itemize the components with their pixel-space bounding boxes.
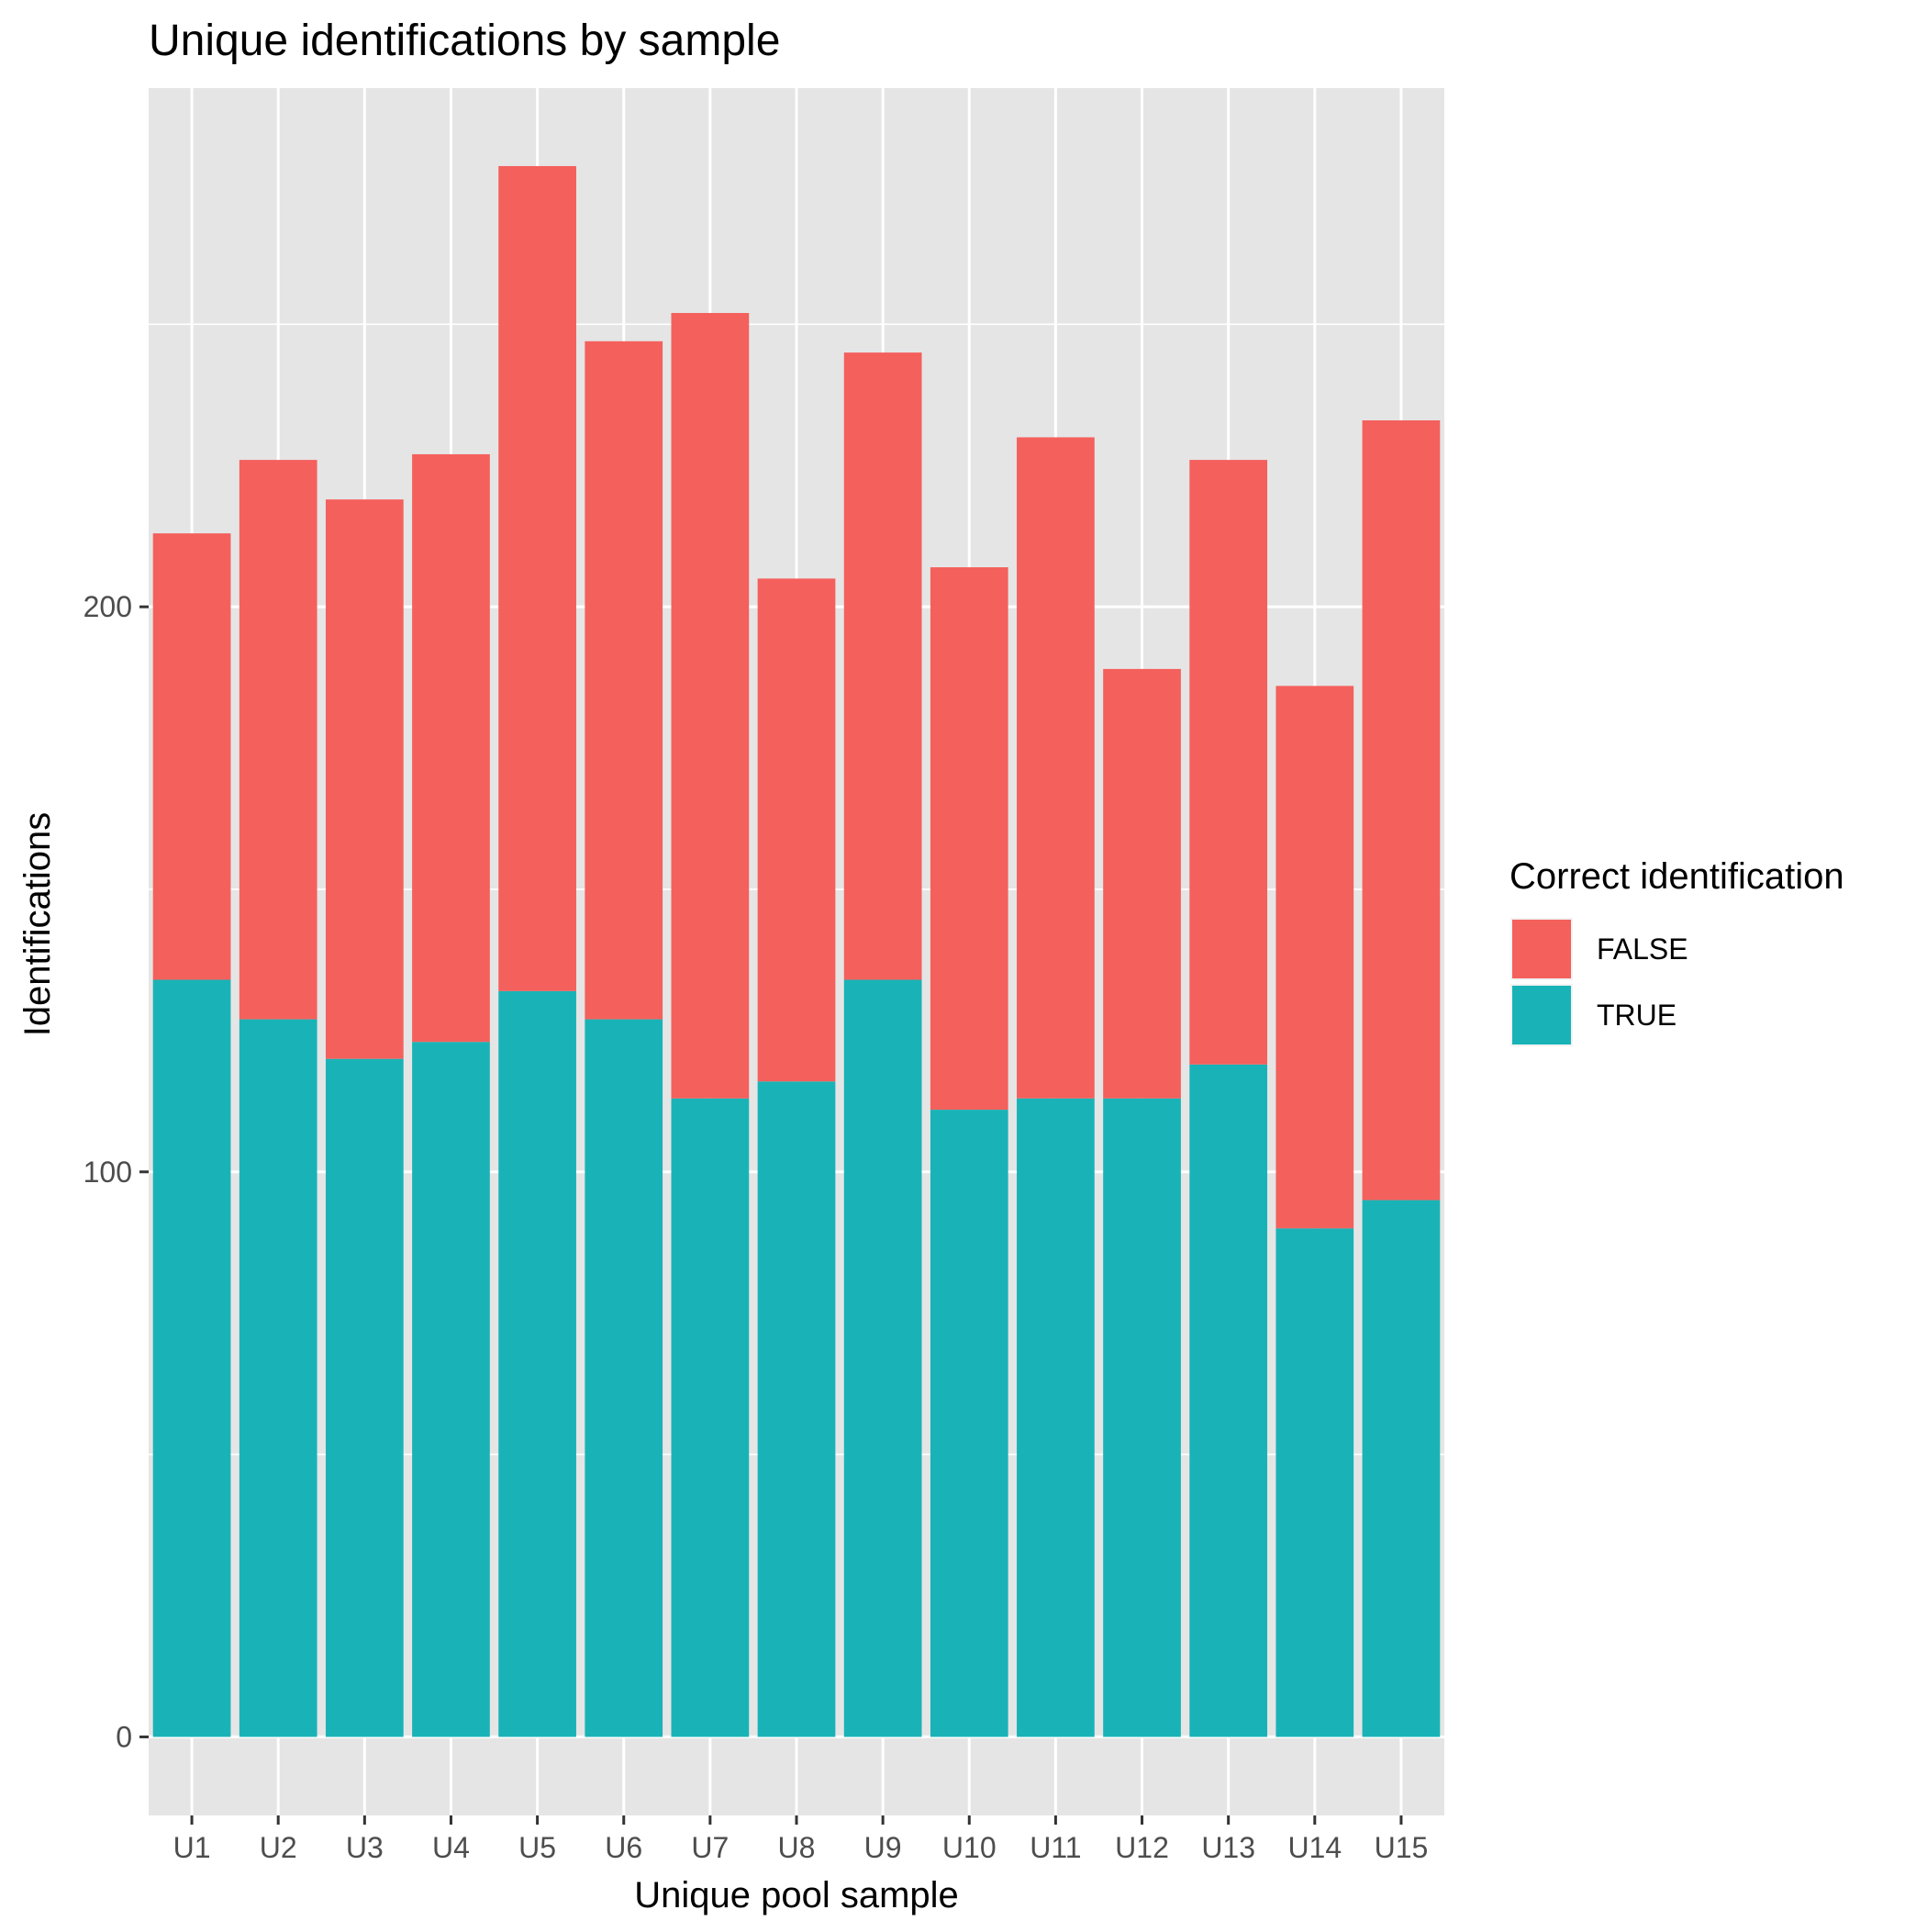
legend-label-true: TRUE: [1597, 999, 1676, 1032]
bar-false-u13: [1189, 460, 1268, 1065]
y-tick-label: 0: [116, 1720, 132, 1753]
x-tick-label: U8: [778, 1831, 816, 1864]
bar-true-u9: [843, 979, 922, 1737]
bar-true-u14: [1275, 1228, 1354, 1737]
x-tick-label: U15: [1375, 1831, 1429, 1864]
chart-title: Unique identifications by sample: [149, 17, 780, 65]
bar-false-u4: [412, 453, 490, 1043]
legend-swatch-false: [1512, 920, 1571, 978]
axes: 0 100 200 U1 U2 U3 U4 U5 U6 U7 U8 U9 U10 U11 U12 U13 U14…: [84, 590, 1429, 1864]
x-tick-label: U1: [173, 1831, 211, 1864]
bar-true-u4: [412, 1042, 490, 1737]
bar-true-u1: [152, 979, 231, 1737]
x-tick-label: U10: [942, 1831, 997, 1864]
bar-true-u7: [671, 1098, 750, 1737]
x-tick-label: U12: [1115, 1831, 1169, 1864]
bar-true-u5: [498, 990, 576, 1737]
bar-false-u6: [585, 341, 663, 1020]
bar-false-u5: [498, 165, 576, 991]
bar-true-u8: [757, 1081, 836, 1737]
y-tick-label: 200: [84, 590, 132, 623]
legend-swatch-true: [1512, 986, 1571, 1044]
y-axis-title: Identifications: [17, 812, 58, 1037]
bar-false-u7: [671, 313, 750, 1099]
bar-true-u6: [585, 1019, 663, 1737]
x-tick-label: U11: [1030, 1831, 1081, 1864]
bar-false-u8: [757, 578, 836, 1082]
x-tick-label: U6: [605, 1831, 642, 1864]
bar-false-u12: [1103, 668, 1181, 1099]
x-tick-label: U14: [1287, 1831, 1342, 1864]
x-tick-label: U7: [691, 1831, 729, 1864]
bar-false-u9: [843, 352, 922, 980]
bars: [152, 165, 1441, 1737]
x-tick-label: U5: [518, 1831, 556, 1864]
legend-items: FALSE TRUE: [1510, 918, 1688, 1046]
bar-false-u3: [325, 499, 404, 1059]
bar-true-u12: [1103, 1098, 1181, 1737]
bar-true-u10: [930, 1110, 1008, 1737]
bar-true-u3: [325, 1058, 404, 1737]
x-tick-label: U3: [346, 1831, 384, 1864]
x-tick-label: U13: [1201, 1831, 1255, 1864]
legend: Correct identification FALSE TRUE: [1509, 856, 1844, 1046]
x-tick-label: U4: [432, 1831, 470, 1864]
bar-true-u2: [239, 1019, 317, 1737]
bar-true-u15: [1362, 1200, 1441, 1737]
x-axis-title: Unique pool sample: [634, 1875, 959, 1915]
legend-label-false: FALSE: [1597, 932, 1688, 966]
y-tick-label: 100: [84, 1156, 132, 1189]
bar-false-u11: [1017, 437, 1095, 1099]
bar-false-u10: [930, 567, 1008, 1111]
legend-title: Correct identification: [1509, 856, 1844, 897]
x-tick-label: U9: [864, 1831, 902, 1864]
bar-false-u2: [239, 460, 317, 1020]
bar-true-u11: [1017, 1098, 1095, 1737]
bar-false-u14: [1275, 686, 1354, 1229]
x-tick-label: U2: [260, 1831, 297, 1864]
bar-false-u1: [152, 533, 231, 980]
bar-false-u15: [1362, 419, 1441, 1201]
bar-true-u13: [1189, 1064, 1268, 1737]
